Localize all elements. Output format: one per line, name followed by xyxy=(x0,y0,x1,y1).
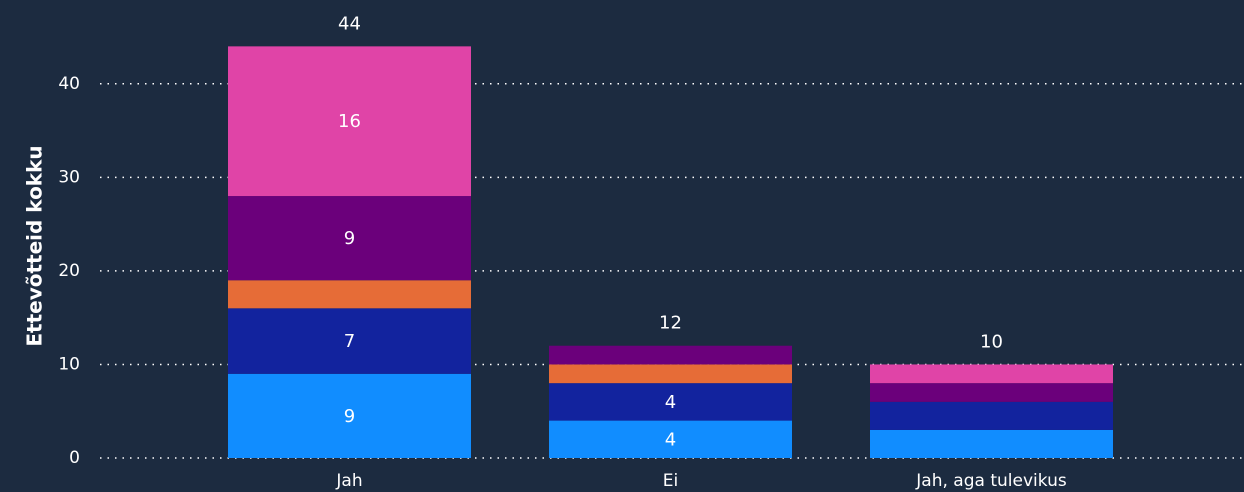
data-label: 4 xyxy=(665,392,676,413)
y-axis-title: Ettevõtteid kokku xyxy=(23,145,47,346)
y-tick-label: 20 xyxy=(58,261,80,281)
bar-segment xyxy=(549,345,792,365)
y-tick-label: 10 xyxy=(58,354,80,374)
total-label: 12 xyxy=(659,313,682,334)
total-label: 44 xyxy=(338,13,361,34)
bar-segment xyxy=(549,420,792,458)
y-tick-label: 0 xyxy=(69,448,80,468)
bar-segment xyxy=(228,373,471,458)
bar-segment xyxy=(228,280,471,309)
total-label: 10 xyxy=(980,331,1003,352)
bar-segment xyxy=(228,196,471,281)
data-label: 16 xyxy=(338,111,361,132)
y-tick-label: 30 xyxy=(58,167,80,187)
bar-segment xyxy=(870,429,1113,458)
data-label: 9 xyxy=(344,228,355,249)
bar-segment xyxy=(549,364,792,384)
x-tick-label: Jah, aga tulevikus xyxy=(915,471,1067,491)
data-label: 4 xyxy=(665,429,676,450)
bar-segment xyxy=(870,364,1113,384)
x-tick-label: Jah xyxy=(335,471,362,491)
bar-segment xyxy=(228,46,471,197)
y-tick-label: 40 xyxy=(58,74,80,94)
bar-segment xyxy=(870,401,1113,430)
x-tick-label: Ei xyxy=(663,471,678,491)
bar-segment xyxy=(228,308,471,374)
data-label: 7 xyxy=(344,331,355,352)
data-label: 9 xyxy=(344,406,355,427)
bar-segment xyxy=(870,383,1113,402)
bar-segment xyxy=(549,383,792,421)
